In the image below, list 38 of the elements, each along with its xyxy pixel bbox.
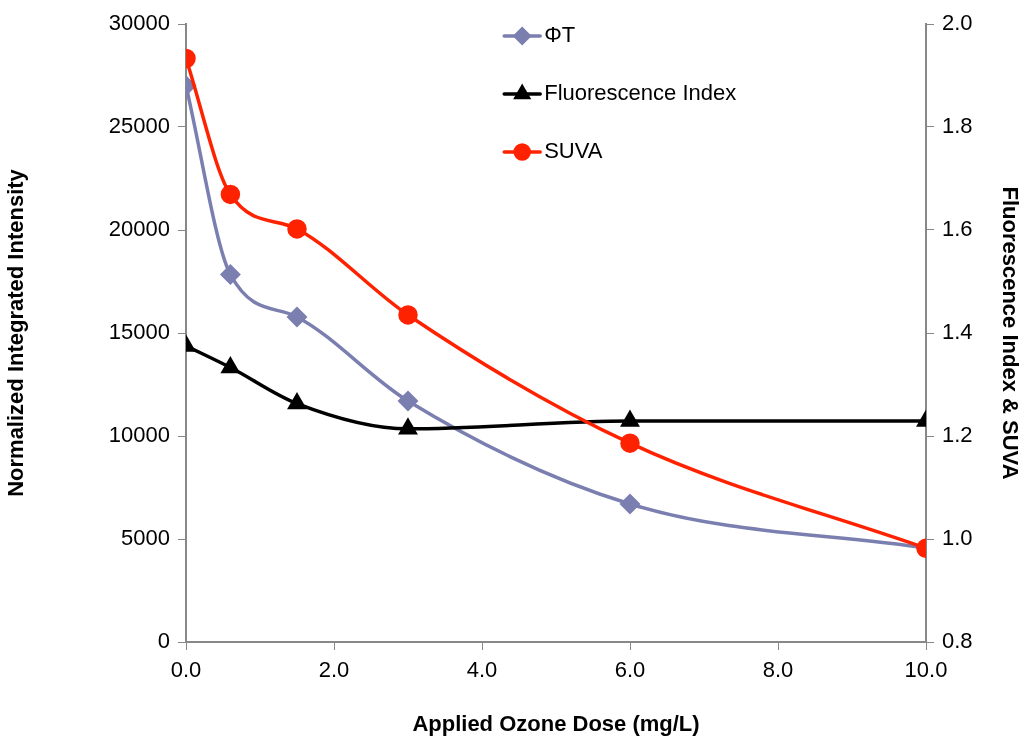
x-tick-label: 2.0 <box>318 657 350 683</box>
legend-label: ΦT <box>544 22 576 48</box>
point <box>287 307 307 327</box>
point <box>620 433 640 453</box>
point <box>398 305 418 325</box>
point <box>620 494 640 514</box>
legend-label: Fluorescence Index <box>544 80 737 106</box>
y-tick-label: 5000 <box>121 525 170 551</box>
y-tick-label: 10000 <box>108 422 170 448</box>
x-axis-title: Applied Ozone Dose (mg/L) <box>412 710 700 736</box>
point <box>287 219 307 239</box>
point <box>621 411 639 427</box>
y2-tick-label: 1.6 <box>942 216 973 242</box>
y2-tick-label: 0.8 <box>942 628 973 654</box>
x-tick-label: 6.0 <box>614 657 646 683</box>
y-tick-label: 0 <box>157 628 170 654</box>
y-tick-label: 30000 <box>108 10 170 36</box>
x-tick-label: 10.0 <box>904 657 948 683</box>
x-tick-label: 4.0 <box>466 657 498 683</box>
x-tick-label: 8.0 <box>762 657 794 683</box>
legend-label: SUVA <box>544 138 603 164</box>
x-tick-label: 0.0 <box>170 657 202 683</box>
y2-tick-label: 1.0 <box>942 525 973 551</box>
point <box>220 184 241 205</box>
y-tick-label: 15000 <box>108 319 170 345</box>
point <box>221 357 240 374</box>
y2-tick-label: 1.4 <box>942 319 973 345</box>
y-axis-title: Normalized Integrated Intensity <box>3 168 29 497</box>
y2-tick-label: 1.2 <box>942 422 973 448</box>
point <box>399 419 417 435</box>
y2-tick-label: 1.8 <box>942 113 973 139</box>
y-tick-label: 25000 <box>108 113 170 139</box>
point <box>398 391 418 411</box>
y2-axis-title: Fluorescence Index & SUVA <box>997 186 1023 480</box>
point <box>220 264 241 285</box>
point <box>288 393 306 410</box>
y2-tick-label: 2.0 <box>942 10 973 36</box>
y-tick-label: 20000 <box>108 216 170 242</box>
